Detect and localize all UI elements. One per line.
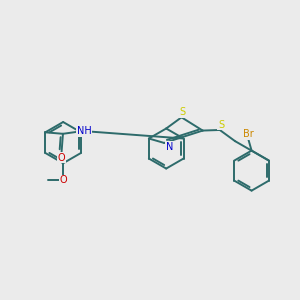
Text: Br: Br xyxy=(243,129,254,139)
Text: N: N xyxy=(166,142,173,152)
Text: S: S xyxy=(179,107,185,117)
Text: O: O xyxy=(58,153,65,163)
Text: NH: NH xyxy=(77,126,92,136)
Text: O: O xyxy=(59,175,67,185)
Text: S: S xyxy=(218,120,224,130)
